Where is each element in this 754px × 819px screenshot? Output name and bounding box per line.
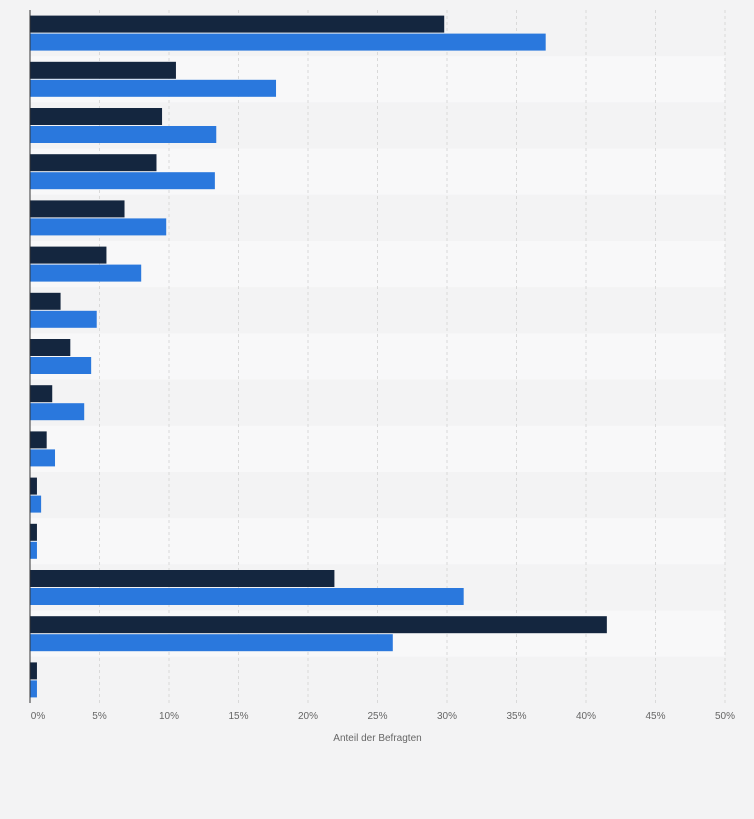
x-tick-label: 35% [506,711,526,722]
x-tick-label: 40% [576,711,596,722]
bar-series-1[interactable] [30,477,37,495]
bar-series-2[interactable] [30,588,464,605]
x-tick-label: 0% [31,711,46,722]
bar-series-1[interactable] [30,108,163,125]
bar-series-2[interactable] [30,79,277,97]
bar-series-1[interactable] [30,154,157,172]
x-tick-label: 25% [367,711,387,722]
bars [30,15,607,698]
x-tick-label: 5% [92,711,107,722]
bar-series-2[interactable] [30,357,92,374]
bar-series-2[interactable] [30,218,167,236]
x-tick-label: 15% [228,711,248,722]
x-tick-label: 45% [645,711,665,722]
bar-series-2[interactable] [30,310,97,328]
bar-series-2[interactable] [30,172,215,190]
x-tick-label: 50% [715,711,735,722]
bar-series-2[interactable] [30,264,142,282]
x-axis-ticks: 0% 5% 10% 15% 20% 25% 30% 35% 40% 45% 50% [31,711,735,722]
bar-series-1[interactable] [30,570,335,587]
bar-series-2[interactable] [30,403,85,421]
x-tick-label: 10% [159,711,179,722]
bar-series-1[interactable] [30,385,53,403]
x-tick-label: 20% [298,711,318,722]
bar-series-2[interactable] [30,680,37,698]
bar-series-2[interactable] [30,33,546,51]
bar-series-1[interactable] [30,200,125,218]
bar-series-1[interactable] [30,61,176,79]
bar-series-1[interactable] [30,616,607,634]
bar-series-2[interactable] [30,126,217,143]
bar-series-2[interactable] [30,541,37,559]
bar-series-1[interactable] [30,15,445,33]
bar-series-1[interactable] [30,292,61,310]
bar-series-1[interactable] [30,523,37,541]
bar-series-2[interactable] [30,495,42,513]
bar-series-1[interactable] [30,339,71,356]
x-tick-label: 30% [437,711,457,722]
bar-series-2[interactable] [30,634,393,652]
bar-series-2[interactable] [30,449,56,467]
bar-series-1[interactable] [30,246,107,264]
bar-series-1[interactable] [30,431,47,449]
bar-series-1[interactable] [30,662,37,680]
x-axis-title: Anteil der Befragten [333,733,421,744]
